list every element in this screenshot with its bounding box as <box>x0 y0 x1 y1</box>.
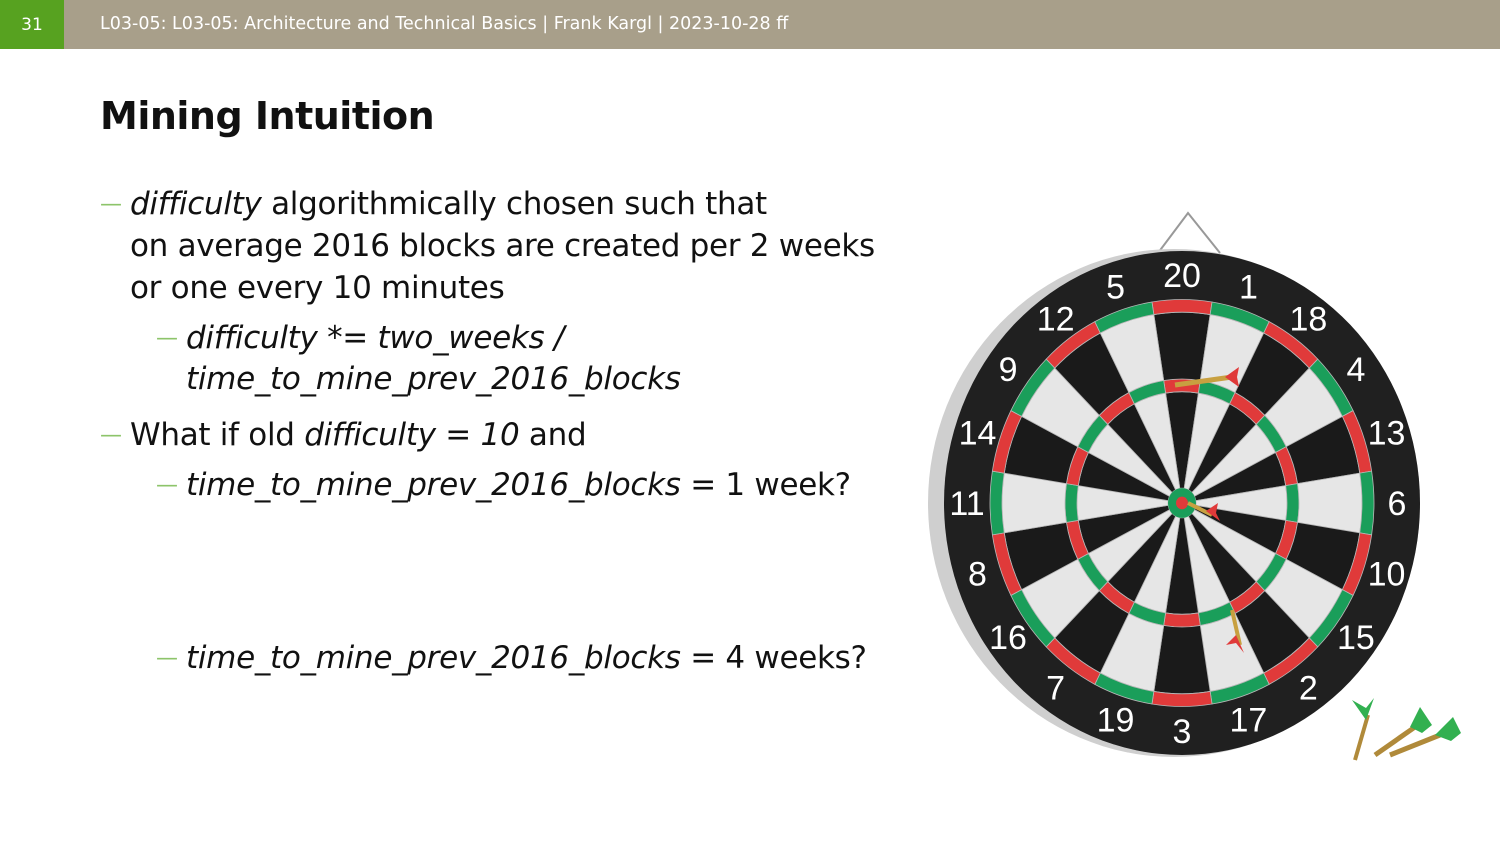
hanging-wire <box>1157 211 1221 254</box>
bullet-2-sub-2-emphasis: time_to_mine_prev_2016_blocks <box>186 640 681 676</box>
board-number: 20 <box>1163 257 1201 295</box>
bullet-2: — What if old difficulty = 10 and <box>100 415 587 457</box>
bullet-2-text-1: What if old <box>130 417 305 453</box>
board-number: 1 <box>1239 268 1258 306</box>
board-number: 2 <box>1299 669 1318 707</box>
dart-green-3 <box>1389 717 1461 758</box>
dart-green-2 <box>1373 707 1432 758</box>
dart-green-1 <box>1352 698 1374 761</box>
board-segment <box>1285 483 1300 523</box>
board-number: 3 <box>1173 713 1192 751</box>
board-number: 18 <box>1289 301 1327 339</box>
slide-title: Mining Intuition <box>100 94 435 138</box>
board-number: 8 <box>968 555 987 593</box>
bullet-1-sub-line-1: difficulty *= two_weeks / <box>186 320 565 356</box>
board-segment <box>1151 299 1213 316</box>
bullet-dash: — <box>156 326 178 351</box>
bullet-1-sub-line-2: time_to_mine_prev_2016_blocks <box>186 361 681 397</box>
bullet-2-emphasis: difficulty = 10 <box>304 417 520 453</box>
bullet-dash: — <box>156 646 178 671</box>
bullet-1-emphasis: difficulty <box>130 186 262 222</box>
bullet-dash: — <box>100 423 122 448</box>
board-segment <box>989 470 1005 536</box>
board-number: 10 <box>1368 555 1406 593</box>
board-segments <box>989 299 1375 707</box>
bullet-2-sub-1: — time_to_mine_prev_2016_blocks = 1 week… <box>156 465 851 507</box>
bullet-2-text-2: and <box>519 417 587 453</box>
bullet-1-sub-line-2-row: time_to_mine_prev_2016_blocks <box>186 359 681 401</box>
bullet-dash: — <box>156 473 178 498</box>
board-segment <box>1151 690 1213 707</box>
bullet-dash: — <box>100 192 122 217</box>
board-number: 5 <box>1106 268 1125 306</box>
bullet-1: — difficulty algorithmically chosen such… <box>100 184 767 226</box>
board-number: 13 <box>1368 415 1406 453</box>
board-number: 12 <box>1037 301 1075 339</box>
board-numbers: 20 1 18 413 6 10 15 2 17 3 19 7 168 11 149 12 5 <box>949 257 1406 751</box>
header-text: L03-05: L03-05: Architecture and Technic… <box>100 14 789 34</box>
board-number: 6 <box>1388 485 1407 523</box>
board-segment <box>1163 612 1201 628</box>
bullet-2-sub-1-emphasis: time_to_mine_prev_2016_blocks <box>186 467 681 503</box>
board-number: 9 <box>999 351 1018 389</box>
header-bar: 31 L03-05: L03-05: Architecture and Tech… <box>0 0 1500 49</box>
bullet-2-sub-1-text: = 1 week? <box>680 467 851 503</box>
dart-red-3 <box>1226 609 1244 653</box>
dart-red-1 <box>1174 367 1239 388</box>
board-number: 16 <box>989 619 1027 657</box>
board-segment <box>1359 470 1375 536</box>
bullet-1-line-3: or one every 10 minutes <box>130 270 505 306</box>
board-segment <box>1094 301 1155 334</box>
dart-red-2 <box>1187 501 1220 521</box>
board-number: 7 <box>1046 669 1065 707</box>
bullet-1-sub: — difficulty *= two_weeks / <box>156 318 565 360</box>
board-segment <box>1064 483 1079 523</box>
bullet-1-line-2: on average 2016 blocks are created per 2… <box>130 228 875 264</box>
slide-number: 31 <box>0 0 64 49</box>
bullet-2-sub-2-text: = 4 weeks? <box>680 640 867 676</box>
dartboard-image: 20 1 18 413 6 10 15 2 17 3 19 7 168 11 149 12 5 <box>928 211 1461 761</box>
bullseye <box>1176 496 1188 510</box>
board-number: 4 <box>1346 351 1365 389</box>
board-number: 19 <box>1097 702 1135 740</box>
board-number: 15 <box>1337 619 1375 657</box>
bullet-2-sub-2: — time_to_mine_prev_2016_blocks = 4 week… <box>156 638 867 680</box>
board-number: 17 <box>1230 702 1268 740</box>
board-number: 11 <box>949 485 984 523</box>
board-number: 14 <box>959 415 997 453</box>
bullet-1-text: algorithmically chosen such that <box>261 186 767 222</box>
